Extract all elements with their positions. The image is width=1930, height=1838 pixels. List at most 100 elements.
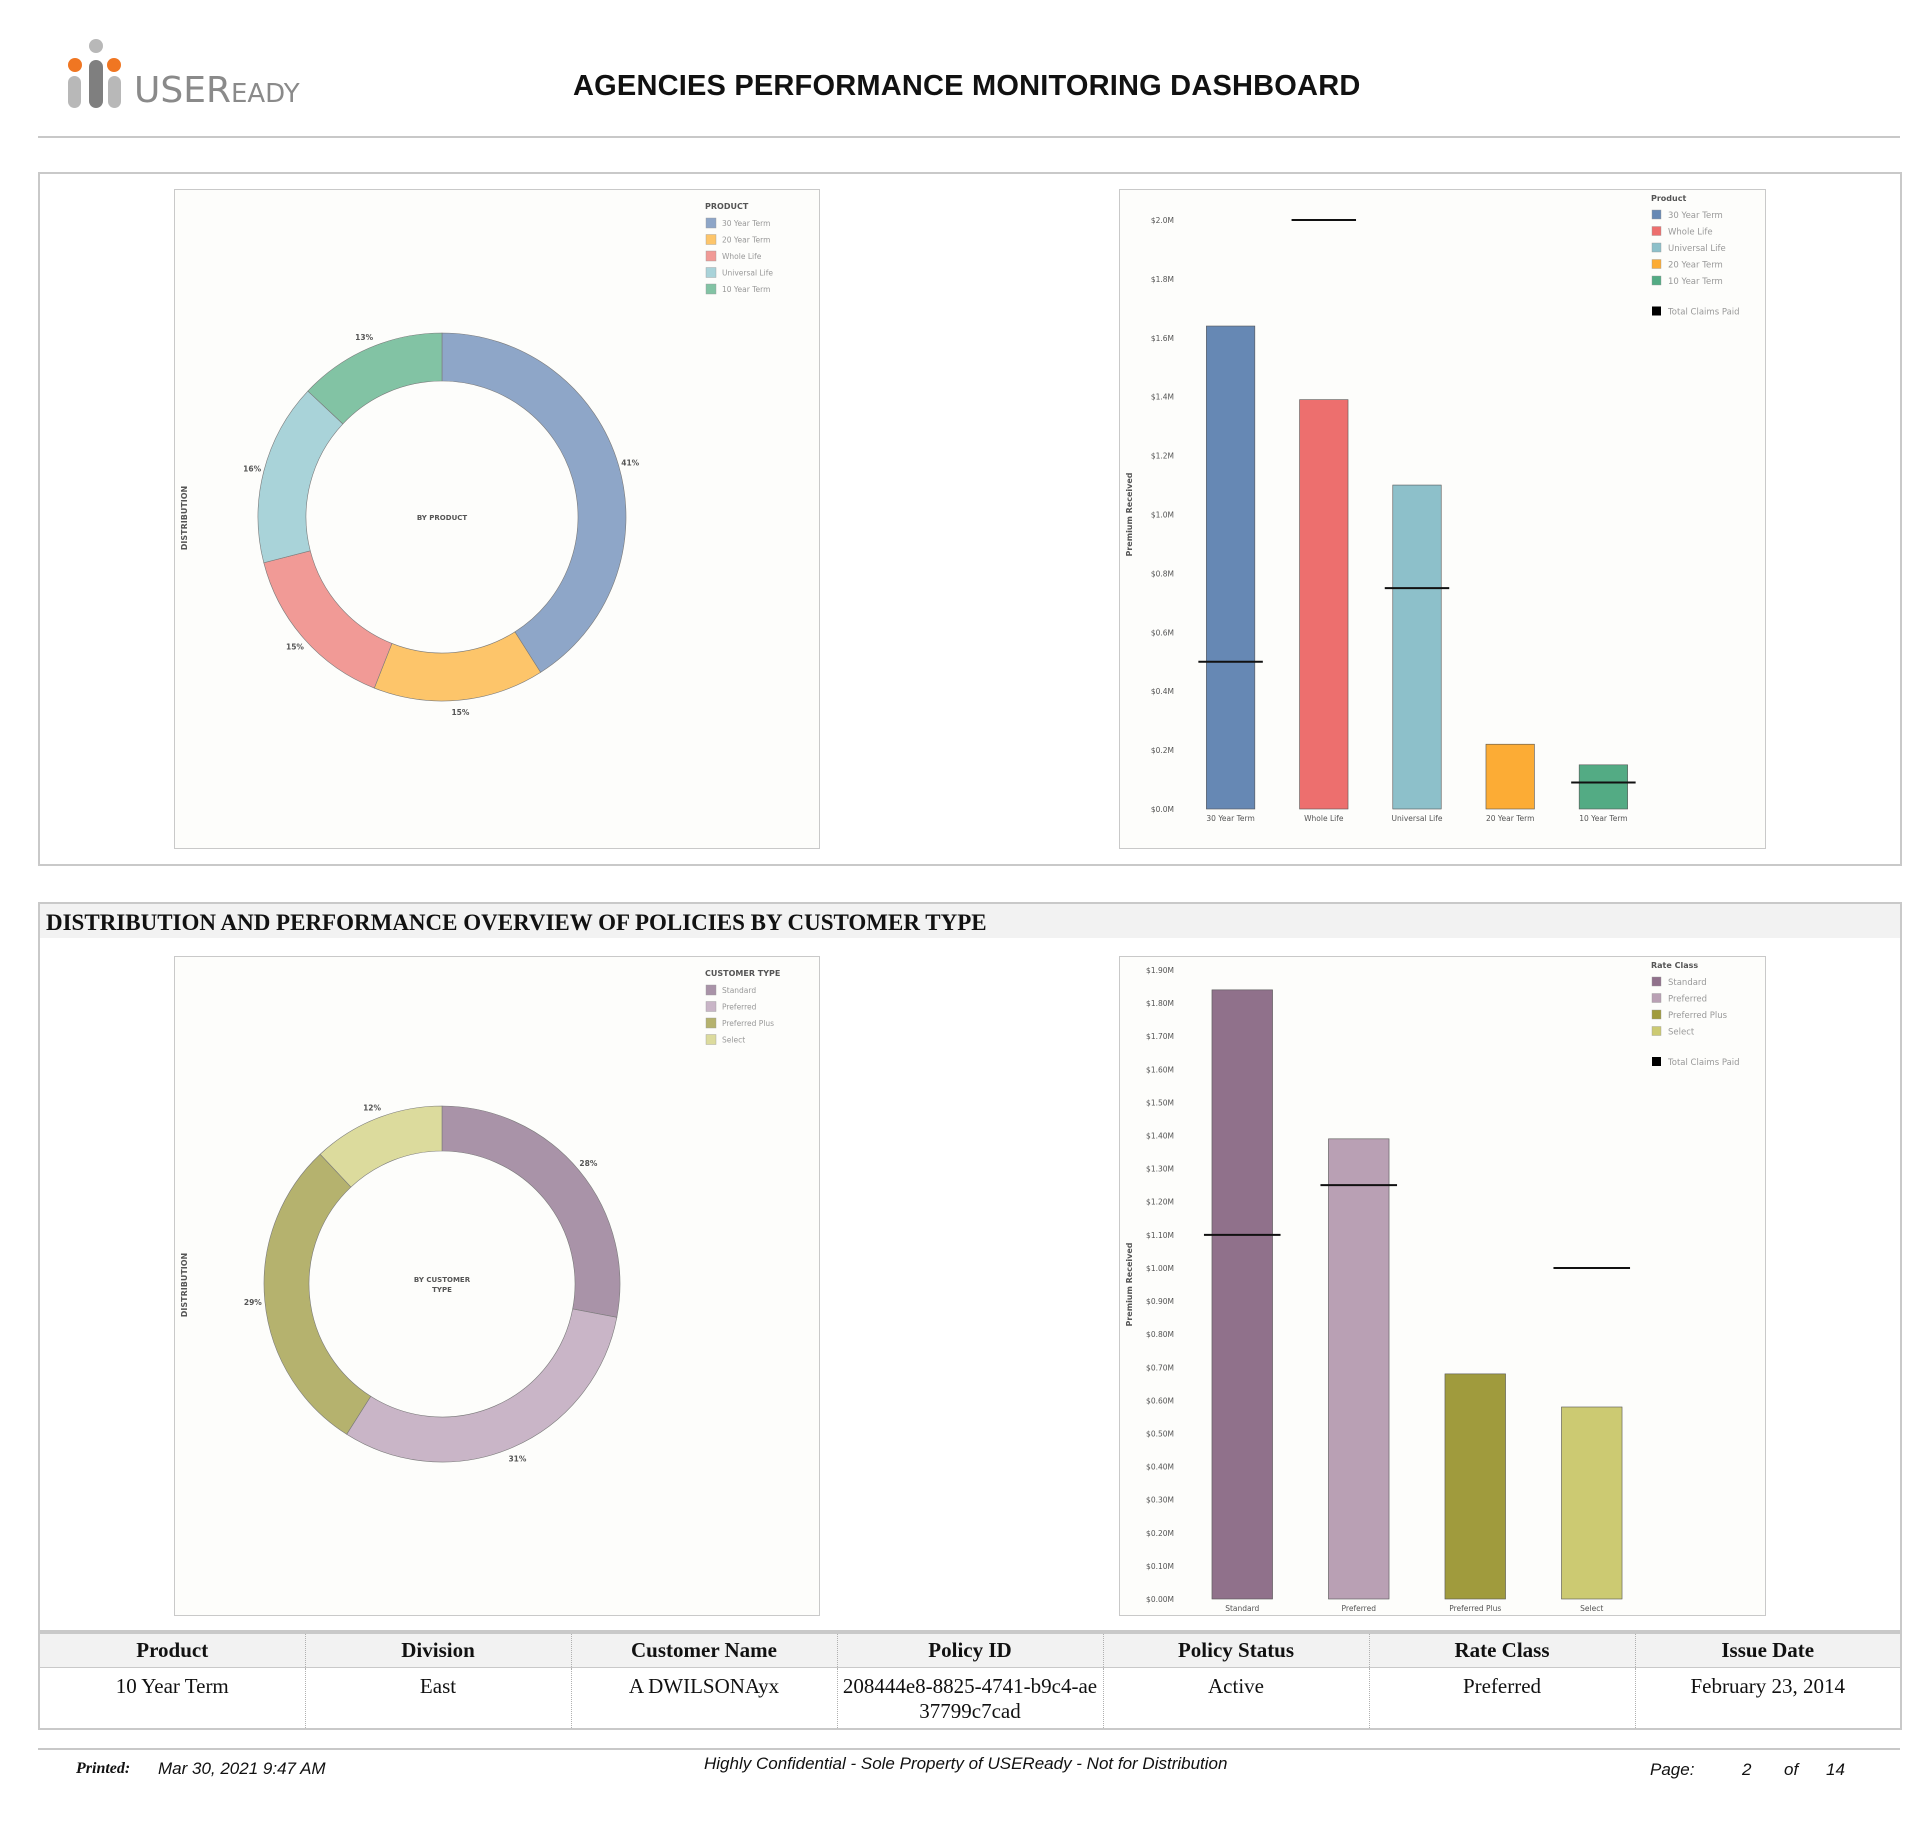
bar <box>1211 989 1273 1600</box>
cell-policy-id: 208444e8-8825-4741-b9c4-ae37799c7cad <box>836 1667 1103 1730</box>
legend-label: Universal Life <box>1668 244 1726 254</box>
slice-label: 12% <box>363 1103 381 1112</box>
legend-marker-label: Total Claims Paid <box>1667 308 1740 318</box>
y-tick-label: $1.80M <box>1146 999 1174 1008</box>
legend-swatch <box>1651 976 1662 987</box>
legend-swatch <box>1651 1009 1662 1020</box>
legend-title: Product <box>1651 194 1686 203</box>
cell-policy-status: Active <box>1102 1667 1369 1730</box>
col-policy-id: Policy ID <box>836 1631 1103 1668</box>
y-tick-label: $0.4M <box>1151 687 1174 696</box>
page-title: AGENCIES PERFORMANCE MONITORING DASHBOAR… <box>573 70 1361 102</box>
y-tick-label: $1.0M <box>1151 511 1174 520</box>
donut-slice <box>257 390 344 564</box>
legend-swatch <box>1651 242 1662 253</box>
x-tick-label: Preferred Plus <box>1449 1604 1501 1613</box>
legend-swatch <box>705 984 717 996</box>
page-label: Page: <box>1650 1760 1695 1779</box>
y-tick-label: $1.4M <box>1151 393 1174 402</box>
x-tick-label: Whole Life <box>1304 814 1344 823</box>
legend-label: Universal Life <box>722 269 773 278</box>
legend-label: 20 Year Term <box>722 236 770 245</box>
legend-title: Rate Class <box>1651 961 1698 970</box>
y-tick-label: $1.10M <box>1146 1231 1174 1240</box>
x-tick-label: 10 Year Term <box>1579 814 1627 823</box>
y-tick-label: $0.2M <box>1151 746 1174 755</box>
slice-label: 15% <box>451 708 469 717</box>
donut-slice <box>441 1105 621 1318</box>
y-tick-label: $1.50M <box>1146 1098 1174 1107</box>
logo: USEREADY <box>66 38 300 111</box>
legend-swatch <box>1651 993 1662 1003</box>
legend-label: Standard <box>722 986 756 995</box>
legend-label: Preferred Plus <box>1668 1011 1728 1021</box>
y-tick-label: $1.60M <box>1146 1065 1174 1074</box>
y-tick-label: $0.30M <box>1146 1496 1174 1505</box>
slice-label: 29% <box>244 1298 262 1307</box>
customer-type-donut-svg: CUSTOMER TYPE Standard Preferred Preferred … <box>180 969 780 1463</box>
x-tick-label: Preferred <box>1342 1604 1377 1613</box>
y-tick-label: $1.70M <box>1146 1032 1174 1041</box>
y-tick-label: $1.30M <box>1146 1165 1174 1174</box>
cell-issue-date: February 23, 2014 <box>1634 1667 1902 1730</box>
legend-swatch <box>705 1034 717 1045</box>
table-row: 10 Year Term East A DWILSONAyx 208444e8-… <box>38 1667 1902 1730</box>
bar <box>1444 1373 1506 1600</box>
bar <box>1206 325 1256 810</box>
product-bar-chart: Product 30 Year Term Whole Life Universal L… <box>1119 189 1766 849</box>
legend-swatch <box>705 234 717 245</box>
x-tick-label: Universal Life <box>1392 814 1443 823</box>
legend-label: 10 Year Term <box>722 285 770 294</box>
axis-label: DISTRIBUTION <box>180 486 189 551</box>
printed-value: Mar 30, 2021 9:47 AM <box>158 1759 326 1778</box>
donut-slice <box>263 550 393 689</box>
donut-slice <box>373 631 542 702</box>
donut-center-label: BY PRODUCT <box>417 514 468 522</box>
legend-swatch <box>1651 259 1662 269</box>
donut-center-label: TYPE <box>432 1286 452 1294</box>
col-product: Product <box>38 1631 305 1668</box>
donut-slice <box>346 1308 618 1463</box>
customer-type-donut-chart: CUSTOMER TYPE Standard Preferred Preferred … <box>174 956 820 1616</box>
bar <box>1485 743 1535 810</box>
legend-label: 30 Year Term <box>722 219 770 228</box>
legend-swatch <box>1651 1026 1662 1036</box>
x-tick-label: 20 Year Term <box>1486 814 1534 823</box>
legend-label: Preferred <box>1668 995 1707 1005</box>
y-tick-label: $0.6M <box>1151 628 1174 637</box>
y-tick-label: $1.6M <box>1151 334 1174 343</box>
slice-label: 15% <box>286 643 304 652</box>
y-tick-label: $0.8M <box>1151 569 1174 578</box>
legend-swatch <box>1651 275 1662 286</box>
axis-label: Premium Received <box>1125 1242 1134 1326</box>
slice-label: 16% <box>243 464 261 473</box>
bar <box>1328 1138 1390 1600</box>
footer-divider <box>38 1748 1900 1750</box>
customer-type-section-title: DISTRIBUTION AND PERFORMANCE OVERVIEW OF… <box>38 902 1902 940</box>
cell-product: 10 Year Term <box>38 1667 305 1730</box>
y-tick-label: $1.2M <box>1151 452 1174 461</box>
y-tick-label: $0.0M <box>1151 805 1174 814</box>
y-tick-label: $0.60M <box>1146 1396 1174 1405</box>
y-tick-label: $1.00M <box>1146 1264 1174 1273</box>
slice-label: 28% <box>579 1159 597 1168</box>
y-tick-label: $0.10M <box>1146 1562 1174 1571</box>
legend-marker-label: Total Claims Paid <box>1667 1058 1740 1068</box>
legend-swatch <box>1651 226 1662 236</box>
rate-class-bar-chart: Rate Class Standard Preferred Preferred Plu… <box>1119 956 1766 1616</box>
confidential-notice: Highly Confidential - Sole Property of U… <box>704 1754 1228 1773</box>
page-of: of <box>1784 1760 1799 1779</box>
header-divider <box>38 136 1900 138</box>
legend-marker-swatch <box>1652 306 1661 316</box>
legend-label: 20 Year Term <box>1668 261 1723 271</box>
legend-label: Preferred Plus <box>722 1019 774 1028</box>
legend-label: 30 Year Term <box>1668 211 1723 221</box>
rate-class-bar-svg: Rate Class Standard Preferred Preferred Plu… <box>1125 961 1740 1613</box>
bar <box>1561 1406 1623 1600</box>
axis-label: DISTRIBUTION <box>180 1253 189 1318</box>
slice-label: 41% <box>621 458 639 467</box>
slice-label: 13% <box>355 333 373 342</box>
legend-label: Select <box>1668 1028 1695 1038</box>
axis-label: Premium Received <box>1125 472 1134 556</box>
cell-rate-class: Preferred <box>1368 1667 1635 1730</box>
